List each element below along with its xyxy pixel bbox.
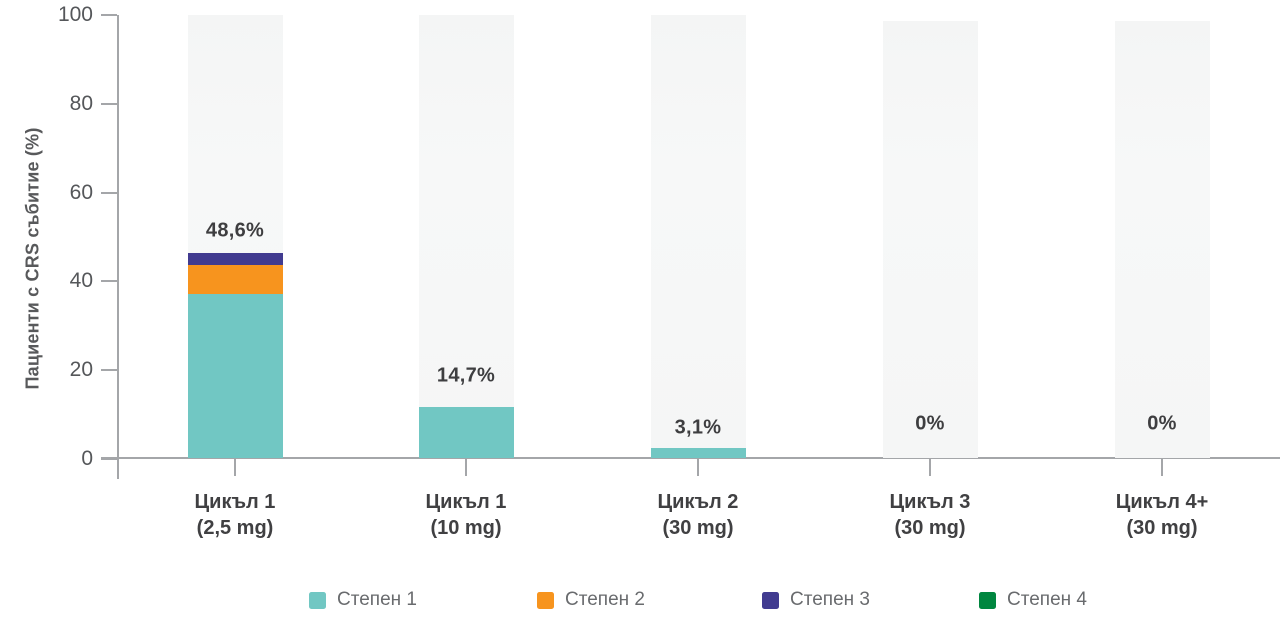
category-label: Цикъл 2 (30 mg): [608, 489, 788, 541]
bar-value-label: 0%: [1147, 412, 1177, 435]
x-tick-mark: [697, 459, 699, 476]
x-tick-mark: [465, 459, 467, 476]
category-label-line1: Цикъл 3: [889, 491, 971, 513]
y-tick-mark: [101, 369, 117, 372]
category-label-line1: Цикъл 4+: [1115, 491, 1209, 513]
bar-segment-степен-1: [418, 406, 514, 458]
category-label-line2: (10 mg): [430, 517, 502, 539]
legend-swatch-icon: [309, 591, 326, 609]
legend-item: Степен 3: [762, 589, 870, 610]
x-tick-mark: [929, 459, 931, 476]
bar-segment-степен-2: [187, 265, 283, 295]
y-tick-mark: [101, 191, 117, 194]
legend-swatch-icon: [537, 591, 554, 609]
y-tick-mark: [101, 280, 117, 283]
bar-segment-степен-3: [187, 253, 283, 266]
bar-value-label: 48,6%: [205, 219, 265, 242]
legend-label: Степен 1: [337, 589, 417, 610]
category-label: Цикъл 3 (30 mg): [840, 489, 1020, 541]
bar-segment-степен-1: [650, 447, 746, 458]
y-tick-label: 40: [69, 269, 93, 293]
category-label-line1: Цикъл 2: [657, 491, 739, 513]
category-label-line2: (30 mg): [894, 517, 966, 539]
bar-value-label: 0%: [915, 412, 945, 435]
y-tick-mark: [101, 14, 117, 16]
y-tick-label: 60: [69, 180, 93, 204]
bar-value-label: 3,1%: [674, 416, 722, 439]
y-tick-mark: [101, 102, 117, 105]
category-label-line1: Цикъл 1: [194, 491, 276, 513]
legend-label: Степен 4: [1007, 589, 1087, 610]
x-axis-line: [101, 457, 1280, 459]
category-label: Цикъл 1 (2,5 mg): [145, 489, 325, 541]
y-tick-mark: [101, 458, 117, 460]
bar-value-label: 14,7%: [436, 364, 496, 387]
bar-segment-степен-1: [187, 294, 283, 458]
category-label: Цикъл 4+ (30 mg): [1072, 489, 1252, 541]
category-label-line1: Цикъл 1: [425, 491, 507, 513]
category-label-line2: (30 mg): [662, 517, 734, 539]
x-tick-mark: [1161, 459, 1163, 476]
legend-item: Степен 2: [537, 589, 645, 610]
category-label: Цикъл 1 (10 mg): [376, 489, 556, 541]
legend-item: Степен 1: [309, 589, 417, 610]
legend-label: Степен 2: [565, 589, 645, 610]
legend-label: Степен 3: [790, 589, 870, 610]
bar-background-track: [882, 21, 978, 458]
legend-item: Степен 4: [979, 589, 1087, 610]
bar-background-track: [650, 15, 746, 458]
y-tick-label: 80: [69, 91, 93, 115]
bar-background-track: [1114, 21, 1210, 458]
category-label-line2: (2,5 mg): [196, 517, 274, 539]
legend-swatch-icon: [762, 591, 779, 609]
category-label-line2: (30 mg): [1126, 517, 1198, 539]
legend-swatch-icon: [979, 591, 996, 609]
bar-background-track: [418, 15, 514, 458]
y-axis-line: [117, 15, 119, 479]
x-tick-mark: [234, 459, 236, 476]
y-tick-label: 100: [57, 3, 93, 26]
y-tick-label: 0: [81, 447, 93, 470]
y-tick-label: 20: [69, 358, 93, 382]
